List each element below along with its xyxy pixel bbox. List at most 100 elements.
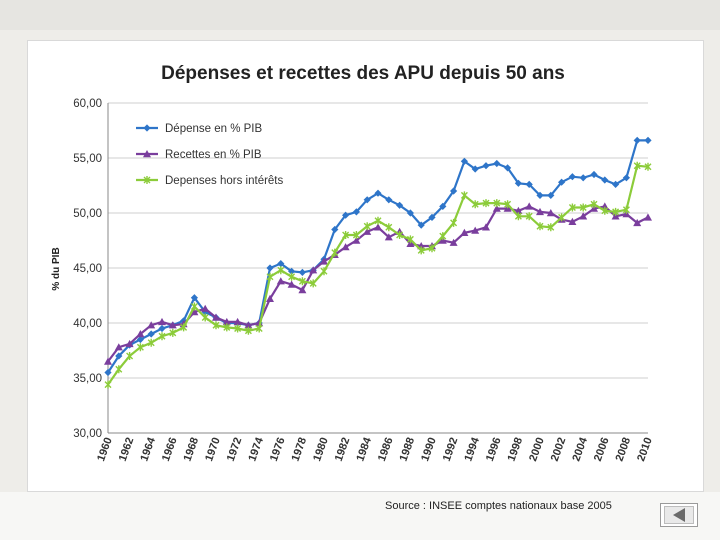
data-point: [352, 231, 360, 239]
y-tick-label: 30,00: [73, 428, 102, 440]
data-point: [126, 352, 134, 360]
x-tick-label: 1968: [182, 436, 202, 463]
data-point: [590, 200, 598, 209]
data-point: [320, 267, 328, 276]
data-point: [266, 294, 274, 302]
data-point: [600, 202, 609, 210]
data-point: [428, 213, 436, 221]
back-button[interactable]: [660, 503, 698, 527]
data-point: [201, 304, 210, 312]
legend-marker: [143, 150, 151, 158]
data-point: [104, 357, 112, 365]
data-point: [114, 343, 123, 351]
legend-marker: [143, 124, 151, 132]
data-point: [633, 136, 641, 144]
x-tick-label: 1998: [506, 436, 526, 463]
data-point: [309, 279, 317, 288]
data-point: [288, 272, 296, 281]
data-point: [298, 277, 306, 286]
data-point: [147, 321, 156, 329]
source-note: Source : INSEE comptes nationaux base 20…: [385, 500, 612, 512]
data-point: [223, 323, 231, 332]
data-point: [277, 266, 285, 275]
data-point: [244, 321, 253, 329]
y-axis-label: % du PIB: [51, 247, 62, 290]
data-point: [234, 324, 242, 333]
x-tick-label: 1996: [484, 436, 504, 463]
data-point: [417, 221, 425, 229]
y-tick-label: 50,00: [73, 208, 102, 220]
data-point: [514, 206, 523, 214]
line-chart: Dépenses et recettes des APU depuis 50 a…: [51, 63, 655, 463]
data-point: [612, 207, 620, 216]
x-tick-label: 2004: [570, 435, 590, 463]
data-point: [439, 202, 447, 210]
data-point: [471, 165, 479, 173]
data-point: [374, 223, 382, 231]
bottom-band: [0, 492, 720, 540]
y-tick-label: 60,00: [73, 98, 102, 110]
series-3: [104, 161, 652, 389]
data-point: [136, 330, 145, 338]
y-tick-label: 45,00: [73, 263, 102, 275]
data-point: [482, 223, 490, 231]
y-tick-label: 55,00: [73, 153, 102, 165]
series-line: [107, 164, 649, 386]
data-point: [384, 233, 393, 241]
data-point: [287, 280, 296, 288]
data-point: [471, 200, 479, 209]
data-point: [385, 196, 393, 204]
data-point: [244, 326, 252, 335]
x-tick-label: 1970: [203, 436, 223, 463]
data-point: [406, 209, 414, 217]
data-point: [536, 191, 544, 199]
data-point: [644, 136, 652, 144]
data-point: [406, 235, 414, 244]
x-tick-label: 1962: [117, 436, 137, 463]
data-point: [547, 223, 555, 232]
data-point: [352, 208, 360, 216]
data-point: [136, 335, 144, 344]
data-point: [158, 317, 166, 326]
data-point: [331, 248, 339, 257]
data-point: [590, 170, 598, 179]
legend-item: Depenses hors intérêts: [136, 175, 284, 187]
data-point: [579, 174, 587, 182]
data-point: [363, 196, 371, 204]
data-point: [633, 218, 642, 227]
data-point: [558, 213, 566, 222]
data-point: [504, 164, 512, 172]
data-point: [168, 321, 177, 329]
data-point: [547, 191, 555, 199]
x-tick-label: 1986: [376, 436, 396, 463]
data-point: [460, 191, 468, 200]
data-point: [633, 161, 641, 170]
data-point: [115, 365, 123, 374]
data-point: [449, 238, 458, 246]
data-point: [396, 231, 404, 239]
data-point: [158, 332, 166, 341]
data-point: [504, 200, 512, 209]
data-point: [644, 162, 652, 171]
data-point: [428, 244, 436, 253]
data-point: [590, 204, 598, 212]
data-point: [450, 187, 458, 195]
data-point: [288, 267, 296, 275]
data-point: [298, 286, 307, 294]
data-point: [342, 231, 350, 239]
data-point: [266, 272, 274, 281]
series-2: [104, 202, 652, 365]
grid: [107, 102, 648, 434]
data-point: [536, 222, 544, 231]
data-point: [298, 268, 306, 276]
data-point: [503, 204, 512, 212]
top-band: [0, 0, 720, 30]
back-button-face: [664, 506, 694, 524]
data-point: [525, 180, 533, 188]
data-point: [212, 321, 220, 330]
data-point: [417, 246, 425, 255]
data-point: [331, 225, 339, 234]
x-tick-label: 1992: [441, 436, 461, 463]
data-point: [222, 317, 231, 326]
data-point: [104, 368, 112, 377]
